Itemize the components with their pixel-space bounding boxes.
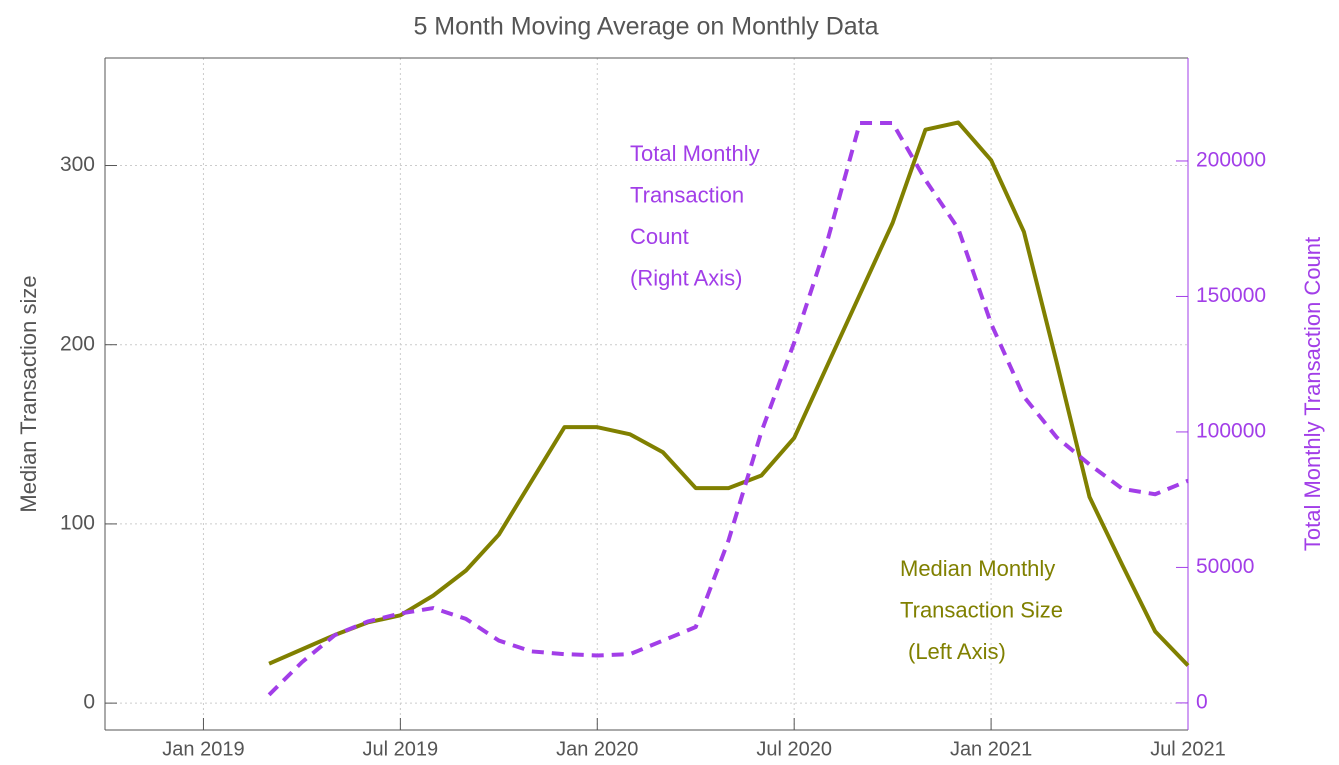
y2-tick-label: 50000: [1196, 555, 1254, 578]
y-tick-label: 0: [83, 691, 95, 714]
x-tick-label: Jul 2019: [363, 738, 439, 760]
annotation: (Left Axis): [908, 639, 1006, 664]
y-tick-label: 300: [60, 153, 95, 176]
y2-tick-label: 200000: [1196, 149, 1266, 172]
annotation: Transaction: [630, 182, 744, 207]
y2-axis-title: Total Monthly Transaction Count: [1300, 237, 1325, 551]
x-tick-label: Jan 2021: [950, 738, 1032, 760]
chart-title: 5 Month Moving Average on Monthly Data: [413, 13, 878, 41]
y-axis-title: Median Transaction size: [16, 275, 41, 512]
data-line: [268, 120, 1190, 667]
y-tick-label: 200: [60, 332, 95, 355]
x-tick-label: Jan 2019: [162, 738, 244, 760]
x-tick-label: Jan 2020: [556, 738, 638, 760]
y2-tick-label: 100000: [1196, 419, 1266, 442]
annotation: Count: [630, 224, 689, 249]
annotation: Transaction Size: [900, 597, 1063, 622]
y-tick-label: 100: [60, 511, 95, 534]
data-line: [267, 121, 1189, 697]
y2-tick-label: 150000: [1196, 284, 1266, 307]
annotation: Median Monthly: [900, 556, 1055, 581]
x-tick-label: Jul 2020: [756, 738, 832, 760]
x-tick-label: Jul 2021: [1150, 738, 1226, 760]
annotation: (Right Axis): [630, 265, 742, 290]
y2-tick-label: 0: [1196, 690, 1208, 713]
annotation: Total Monthly: [630, 141, 760, 166]
